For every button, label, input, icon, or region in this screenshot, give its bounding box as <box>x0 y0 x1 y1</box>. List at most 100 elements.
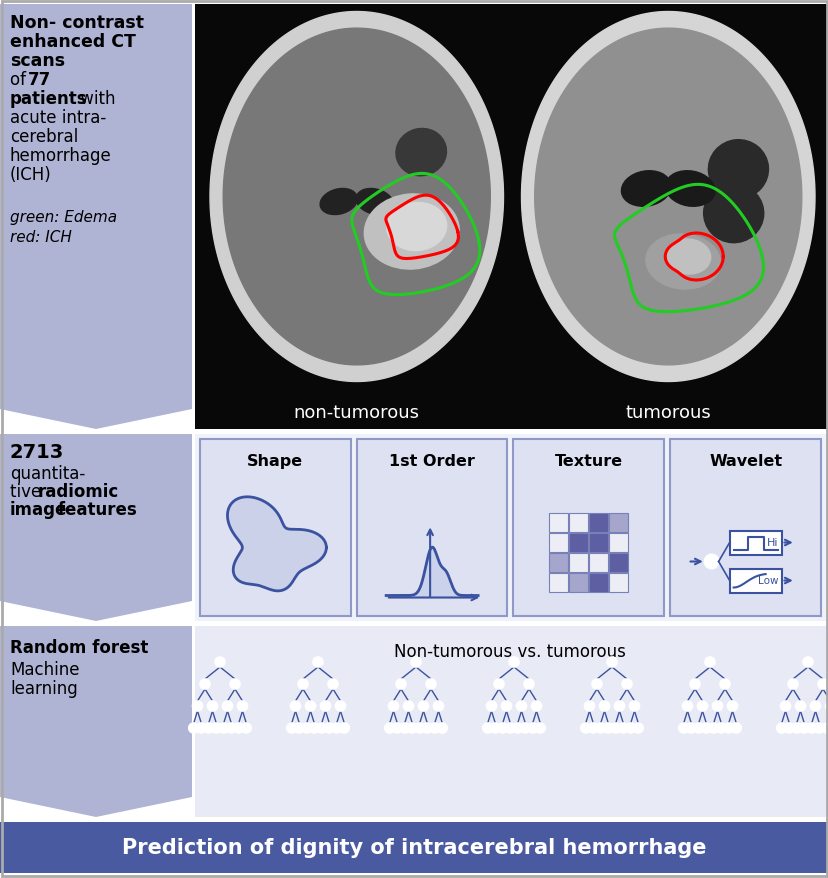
Text: features: features <box>52 500 137 518</box>
Circle shape <box>196 723 206 733</box>
Circle shape <box>189 723 199 733</box>
Circle shape <box>226 723 236 733</box>
Circle shape <box>486 702 496 711</box>
FancyBboxPatch shape <box>588 553 607 572</box>
Circle shape <box>313 658 323 667</box>
Circle shape <box>421 723 431 733</box>
Circle shape <box>306 702 315 711</box>
Circle shape <box>200 680 209 689</box>
Polygon shape <box>521 12 814 382</box>
Circle shape <box>497 723 507 733</box>
Circle shape <box>414 723 424 733</box>
Circle shape <box>237 702 248 711</box>
Circle shape <box>294 723 304 733</box>
Text: Shape: Shape <box>247 453 303 469</box>
Circle shape <box>392 723 402 733</box>
Text: enhanced CT: enhanced CT <box>10 33 136 51</box>
Circle shape <box>802 658 812 667</box>
Circle shape <box>798 723 808 733</box>
Text: tumorous: tumorous <box>624 404 710 421</box>
Circle shape <box>681 702 691 711</box>
Ellipse shape <box>320 190 357 215</box>
Ellipse shape <box>621 171 670 207</box>
FancyBboxPatch shape <box>568 513 587 532</box>
Circle shape <box>527 723 537 733</box>
Circle shape <box>633 723 643 733</box>
Circle shape <box>508 658 518 667</box>
Circle shape <box>516 702 526 711</box>
Circle shape <box>207 702 217 711</box>
FancyBboxPatch shape <box>200 440 350 616</box>
Text: hemorrhage: hemorrhage <box>10 147 112 165</box>
Polygon shape <box>223 29 489 365</box>
Circle shape <box>418 702 428 711</box>
Circle shape <box>504 723 515 733</box>
Circle shape <box>696 702 706 711</box>
Ellipse shape <box>645 234 720 290</box>
Circle shape <box>821 723 828 733</box>
Text: scans: scans <box>10 52 65 70</box>
FancyBboxPatch shape <box>608 572 627 592</box>
Text: acute intra-: acute intra- <box>10 109 106 126</box>
FancyBboxPatch shape <box>568 572 587 592</box>
Circle shape <box>233 723 243 733</box>
Circle shape <box>396 680 406 689</box>
Text: green: Edema: green: Edema <box>10 210 117 225</box>
Circle shape <box>686 723 696 733</box>
Circle shape <box>320 702 330 711</box>
Circle shape <box>214 658 224 667</box>
Text: learning: learning <box>10 680 78 697</box>
Circle shape <box>678 723 688 733</box>
Circle shape <box>331 723 341 733</box>
Text: (ICH): (ICH) <box>10 166 51 184</box>
Circle shape <box>523 680 533 689</box>
Circle shape <box>776 723 786 733</box>
Text: Low: Low <box>758 576 777 586</box>
Circle shape <box>628 702 638 711</box>
Circle shape <box>286 723 296 733</box>
Circle shape <box>531 702 541 711</box>
Circle shape <box>520 723 530 733</box>
Text: patients: patients <box>10 90 88 108</box>
Text: Prediction of dignity of intracerebral hemorrhage: Prediction of dignity of intracerebral h… <box>122 838 706 858</box>
Circle shape <box>324 723 334 733</box>
FancyBboxPatch shape <box>588 513 607 532</box>
FancyBboxPatch shape <box>513 440 663 616</box>
Circle shape <box>689 680 699 689</box>
Ellipse shape <box>665 171 715 207</box>
Polygon shape <box>534 29 801 365</box>
Polygon shape <box>0 5 192 429</box>
Circle shape <box>787 680 797 689</box>
Circle shape <box>482 723 492 733</box>
FancyBboxPatch shape <box>548 553 567 572</box>
Circle shape <box>384 723 394 733</box>
Circle shape <box>806 723 816 733</box>
Circle shape <box>625 723 635 733</box>
Ellipse shape <box>387 203 446 251</box>
Circle shape <box>720 680 729 689</box>
Circle shape <box>595 723 605 733</box>
Circle shape <box>328 680 338 689</box>
Text: quantita-: quantita- <box>10 464 85 482</box>
Text: Texture: Texture <box>554 453 622 469</box>
FancyBboxPatch shape <box>588 572 607 592</box>
Text: non-tumorous: non-tumorous <box>293 404 419 421</box>
Circle shape <box>429 723 439 733</box>
Circle shape <box>339 723 349 733</box>
Circle shape <box>588 723 598 733</box>
Circle shape <box>301 723 311 733</box>
Circle shape <box>204 723 214 733</box>
FancyBboxPatch shape <box>0 822 828 873</box>
Circle shape <box>501 702 511 711</box>
FancyBboxPatch shape <box>729 569 781 593</box>
Circle shape <box>795 702 805 711</box>
Ellipse shape <box>363 195 459 270</box>
Circle shape <box>407 723 416 733</box>
Circle shape <box>817 680 827 689</box>
Circle shape <box>708 723 718 733</box>
Circle shape <box>700 723 710 733</box>
Circle shape <box>727 702 737 711</box>
Ellipse shape <box>703 184 763 243</box>
FancyBboxPatch shape <box>548 513 567 532</box>
FancyBboxPatch shape <box>729 531 781 555</box>
